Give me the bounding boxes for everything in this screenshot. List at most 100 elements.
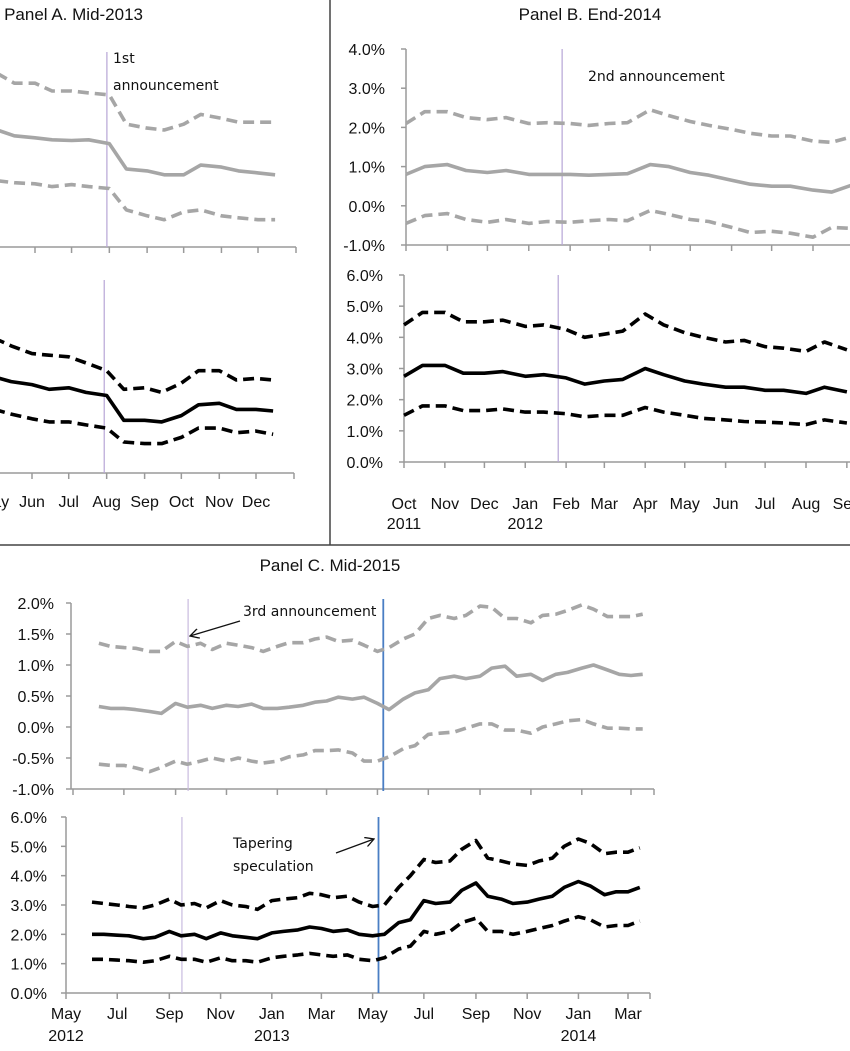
y-tick-label: 4.0% xyxy=(11,869,47,886)
y-tick-label: 3.0% xyxy=(347,362,383,379)
panel-c-bottom-annotation-text: Tapering xyxy=(232,836,293,852)
panel-a: Panel A. Mid-2013 1st announcement May Jun Ju… xyxy=(0,5,297,511)
y-tick-label: 0.0% xyxy=(11,986,47,1003)
y-tick-label: 2.0% xyxy=(349,120,385,137)
panel-b-title: Panel B. End-2014 xyxy=(519,5,662,24)
x-tick-label: Jan xyxy=(566,1006,592,1023)
panel-b-top-plot: -1.0% 0.0% 1.0% 2.0% 3.0% 4.0% 2nd announcemen… xyxy=(343,42,850,255)
x-tick-year-label: 2012 xyxy=(48,1028,84,1045)
x-tick-label: Jun xyxy=(713,496,739,513)
panel-b-bottom-upper-band-line xyxy=(402,310,848,354)
x-tick-label: Nov xyxy=(513,1006,541,1023)
panel-c-bottom-central-line xyxy=(92,879,641,941)
x-tick-label: Apr xyxy=(633,496,659,513)
x-tick-label: Mar xyxy=(591,496,619,513)
y-tick-label: 2.0% xyxy=(11,927,47,944)
panel-c-top-central-line xyxy=(98,663,643,716)
x-tick-label: Jan xyxy=(259,1006,285,1023)
panel-a-top-annotation-text: announcement xyxy=(113,78,219,94)
panel-a-top-lower-band-line xyxy=(0,179,276,222)
x-tick-year-label: 2012 xyxy=(507,516,543,533)
panel-b-top-upper-band-line xyxy=(405,108,850,145)
panel-b: Panel B. End-2014 -1.0% 0.0% 1.0% 2.0% 3.0% 4.… xyxy=(343,5,850,533)
panel-b-top-annotation-text: 2nd announcement xyxy=(588,69,725,85)
y-tick-label: 2.0% xyxy=(347,393,383,410)
panel-c-top-upper-band-line xyxy=(98,603,644,654)
x-tick-label: Oct xyxy=(392,496,417,513)
x-tick-label: Mar xyxy=(614,1006,642,1023)
x-tick-label: Jan xyxy=(512,496,538,513)
y-tick-label: 0.0% xyxy=(347,455,383,472)
panel-c-bottom-plot: May 2012 Jul Sep Nov Jan 2013 Mar May Jul Sep Nov Ja… xyxy=(11,810,651,1045)
x-tick-label: Feb xyxy=(552,496,580,513)
panel-c-top-annotation-arrow-icon xyxy=(190,620,241,636)
y-tick-label: -1.0% xyxy=(343,238,385,255)
panel-b-bottom-plot: Oct 2011 Nov Dec Jan 2012 Feb Mar Apr May Jun Jul Au… xyxy=(347,268,850,533)
panel-a-top-central-line xyxy=(0,129,276,177)
x-tick-label: Nov xyxy=(431,496,459,513)
y-tick-label: 0.0% xyxy=(18,720,54,737)
x-tick-label: Mar xyxy=(308,1006,336,1023)
panel-a-bottom-plot: May Jun Jul Aug Sep Oct Nov Dec xyxy=(0,280,295,511)
x-tick-label: Dec xyxy=(470,496,498,513)
x-tick-label: May xyxy=(0,494,9,511)
x-tick-label: Sep xyxy=(833,496,850,513)
x-tick-label: Aug xyxy=(92,494,120,511)
panel-c-top-plot: -1.0% -0.5% 0.0% 0.5% 1.0% 1.5% 2.0% 3rd announ… xyxy=(12,596,655,799)
y-tick-label: 4.0% xyxy=(349,42,385,59)
panel-a-bottom-central-line xyxy=(0,376,274,424)
y-tick-label: 3.0% xyxy=(349,81,385,98)
y-tick-label: 0.0% xyxy=(349,199,385,216)
x-tick-year-label: 2013 xyxy=(254,1028,290,1045)
panel-c-bottom-upper-band-line xyxy=(91,837,641,912)
x-tick-label: Sep xyxy=(155,1006,184,1023)
x-tick-label: Jul xyxy=(107,1006,127,1023)
panel-b-top-lower-band-line xyxy=(405,208,850,239)
y-tick-label: 6.0% xyxy=(11,810,47,827)
x-tick-label: May xyxy=(51,1006,81,1023)
x-tick-label: Sep xyxy=(462,1006,491,1023)
panel-a-bottom-upper-band-line xyxy=(0,338,274,395)
y-tick-label: 4.0% xyxy=(347,330,383,347)
panel-a-bottom-lower-band-line xyxy=(0,409,274,446)
panel-c-top-lower-band-line xyxy=(98,717,643,774)
panel-c-bottom-annotation-arrow-icon xyxy=(335,839,374,854)
panel-c: Panel C. Mid-2015 -1.0% -0.5% 0.0% 0.5% 1.0% 1… xyxy=(11,556,655,1045)
panel-b-top-central-line xyxy=(405,162,850,194)
y-tick-label: 1.0% xyxy=(18,658,54,675)
x-tick-label: Sep xyxy=(130,494,159,511)
x-tick-label: Nov xyxy=(205,494,233,511)
x-tick-label: May xyxy=(358,1006,388,1023)
y-tick-label: 1.0% xyxy=(349,160,385,177)
x-tick-label: May xyxy=(670,496,700,513)
panel-c-top-annotation-text: 3rd announcement xyxy=(243,604,377,620)
panel-c-bottom-lower-band-line xyxy=(92,914,641,964)
panel-a-title: Panel A. Mid-2013 xyxy=(4,5,143,24)
x-tick-label: Oct xyxy=(169,494,194,511)
x-tick-label: Jun xyxy=(19,494,45,511)
x-tick-label: Dec xyxy=(242,494,270,511)
y-tick-label: 5.0% xyxy=(11,839,47,856)
y-tick-label: 0.5% xyxy=(18,689,54,706)
y-tick-label: -1.0% xyxy=(12,782,54,799)
panel-a-top-plot: 1st announcement xyxy=(0,51,297,253)
y-tick-label: 1.5% xyxy=(18,627,54,644)
x-tick-label: Jul xyxy=(58,494,78,511)
x-tick-year-label: 2014 xyxy=(561,1028,597,1045)
panel-b-bottom-central-line xyxy=(403,363,848,396)
panel-a-top-annotation-text: 1st xyxy=(113,51,135,67)
y-tick-label: 1.0% xyxy=(11,957,47,974)
x-tick-year-label: 2011 xyxy=(387,516,422,533)
panel-c-bottom-annotation-text: speculation xyxy=(233,859,314,875)
y-tick-label: -0.5% xyxy=(12,751,54,768)
x-tick-label: Jul xyxy=(414,1006,434,1023)
x-tick-label: Jul xyxy=(755,496,775,513)
y-tick-label: 5.0% xyxy=(347,299,383,316)
panel-b-bottom-lower-band-line xyxy=(403,404,848,427)
panel-a-top-upper-band-line xyxy=(0,72,276,132)
x-tick-label: Nov xyxy=(206,1006,234,1023)
y-tick-label: 2.0% xyxy=(18,596,54,613)
y-tick-label: 1.0% xyxy=(347,424,383,441)
panel-c-title: Panel C. Mid-2015 xyxy=(260,556,401,575)
